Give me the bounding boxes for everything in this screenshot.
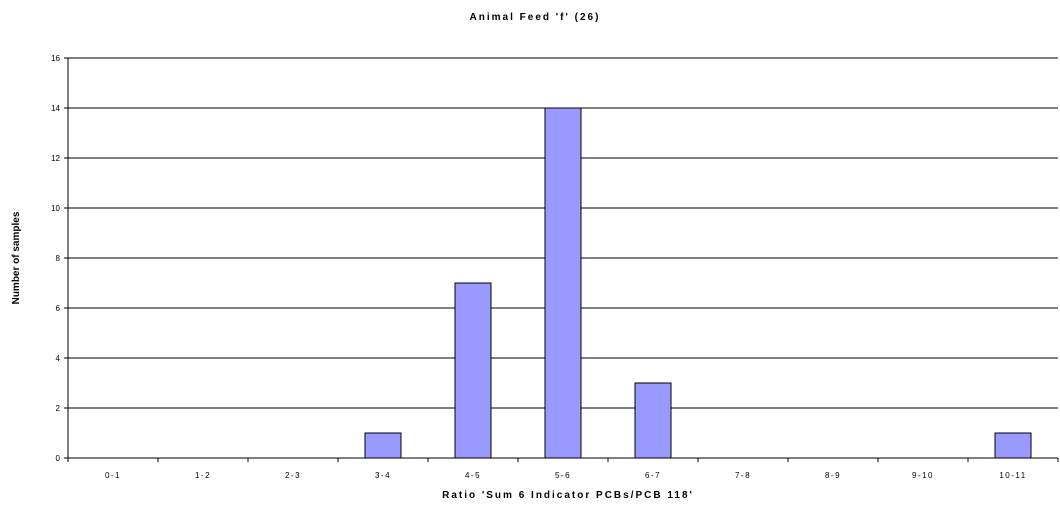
x-tick-label: 4-5 xyxy=(465,471,481,480)
x-tick-label: 9-10 xyxy=(912,471,934,480)
y-tick-label: 8 xyxy=(56,254,61,263)
y-tick-label: 12 xyxy=(51,154,60,163)
y-tick-label: 16 xyxy=(51,54,60,63)
bar-3-4 xyxy=(364,432,402,459)
x-tick-label: 7-8 xyxy=(735,471,751,480)
y-tick-label: 10 xyxy=(51,204,60,213)
y-tick-label: 2 xyxy=(56,404,61,413)
bar-5-6 xyxy=(544,107,582,459)
x-tick-label: 0-1 xyxy=(105,471,121,480)
y-tick-label: 4 xyxy=(56,354,61,363)
y-tick-label: 14 xyxy=(51,104,60,113)
bar-6-7 xyxy=(634,382,672,459)
x-axis-label: Ratio 'Sum 6 Indicator PCBs/PCB 118' xyxy=(442,490,694,501)
x-tick-label: 8-9 xyxy=(825,471,841,480)
y-tick-label: 6 xyxy=(56,304,61,313)
axes xyxy=(64,57,1059,462)
bar-4-5 xyxy=(454,282,492,459)
x-tick-label: 10-11 xyxy=(999,471,1026,480)
y-axis-label: Number of samples xyxy=(11,211,22,304)
x-tick-label: 6-7 xyxy=(645,471,661,480)
x-tick-label: 3-4 xyxy=(375,471,391,480)
bars xyxy=(364,107,1032,459)
x-tick-labels: 0-1 1-2 2-3 3-4 4-5 5-6 6-7 7-8 8-9 9-10 10-11 xyxy=(105,471,1026,480)
chart-title: Animal Feed 'f' (26) xyxy=(470,12,601,23)
x-tick-label: 2-3 xyxy=(285,471,301,480)
bar-10-11 xyxy=(994,432,1032,459)
y-tick-label: 0 xyxy=(56,454,61,463)
x-tick-label: 5-6 xyxy=(555,471,571,480)
x-tick-label: 1-2 xyxy=(195,471,211,480)
y-tick-labels: 0 2 4 6 8 10 12 14 16 xyxy=(51,54,60,463)
